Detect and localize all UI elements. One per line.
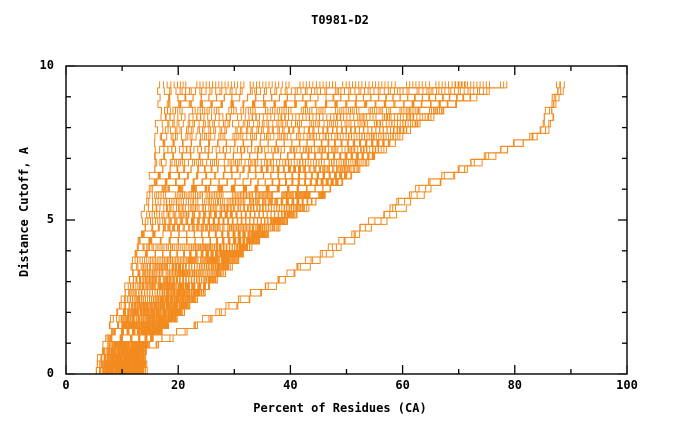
x-tick-label: 0 (62, 378, 70, 392)
series-line (139, 81, 505, 375)
series-curves (95, 81, 565, 375)
series-line (119, 81, 565, 375)
series-line (140, 81, 508, 375)
x-tick-label: 80 (507, 378, 523, 392)
y-tick-label: 10 (39, 58, 54, 72)
x-tick-label: 60 (395, 378, 410, 392)
x-tick-label: 100 (616, 378, 638, 392)
x-tick-label: 40 (283, 378, 298, 392)
axis-frame (65, 65, 628, 375)
series-line (133, 81, 453, 375)
series-line (132, 81, 446, 375)
series-line (133, 81, 457, 375)
x-axis-label: Percent of Residues (CA) (253, 401, 427, 415)
series-line (113, 81, 561, 375)
y-tick-label: 5 (46, 212, 54, 226)
y-tick-label: 0 (46, 366, 54, 380)
page-title: T0981-D2 (311, 13, 369, 27)
x-tick-label: 20 (170, 378, 186, 392)
series-line (132, 81, 449, 375)
series-line (138, 81, 487, 375)
series-line (109, 81, 253, 375)
